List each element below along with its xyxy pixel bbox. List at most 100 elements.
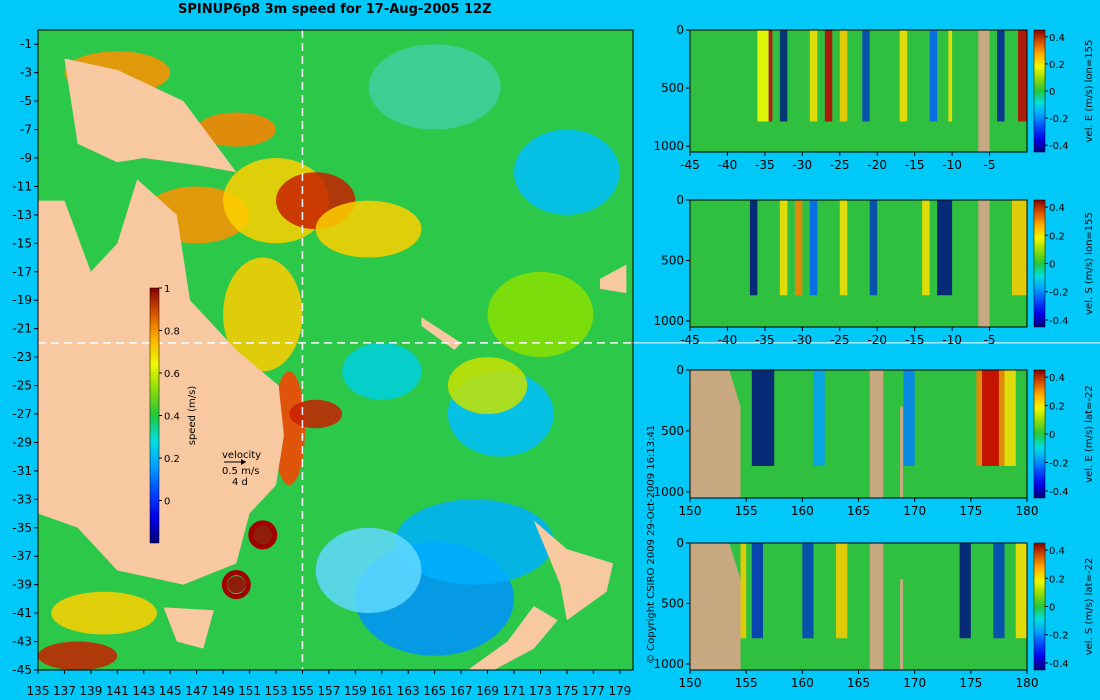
section-panel-2-streak xyxy=(922,200,930,296)
map-y-tick-label: -41 xyxy=(12,606,32,620)
map-y-tick-label: -45 xyxy=(12,663,32,677)
section-colorbar-tick-label: -0.2 xyxy=(1049,458,1069,469)
map-y-tick-label: -29 xyxy=(12,435,32,449)
map-x-tick-label: 169 xyxy=(476,684,499,698)
section-x-tick-label: -10 xyxy=(942,333,962,347)
section-x-tick-label: 155 xyxy=(735,676,758,690)
section-panel-3-streak xyxy=(982,370,999,466)
section-colorbar xyxy=(1033,29,1046,153)
section-panel-2-streak xyxy=(809,200,818,296)
section-panel-2-seafloor xyxy=(978,200,990,327)
section-y-tick-label: 500 xyxy=(661,253,684,267)
section-panel-4-streak xyxy=(751,543,764,639)
section-panel-4-seafloor-spike xyxy=(900,579,904,670)
section-colorbar-tick-label: 0.2 xyxy=(1049,402,1065,413)
map-x-tick-label: 145 xyxy=(159,684,182,698)
section-panel-2-streak xyxy=(1012,200,1027,296)
section-panel-1-streak xyxy=(997,30,1005,122)
map-frame xyxy=(37,29,634,671)
section-colorbar-tick-label: 0.4 xyxy=(1049,33,1065,44)
map-y-tick-label: -31 xyxy=(12,464,32,478)
section-y-tick-label: 500 xyxy=(661,81,684,95)
section-x-tick-label: -35 xyxy=(755,158,775,172)
section-panel-1-streak xyxy=(824,30,833,122)
speed-patch xyxy=(196,112,276,147)
map-y-tick-label: -23 xyxy=(12,350,32,364)
section-y-tick-label: 500 xyxy=(661,596,684,610)
section-x-tick-label: -35 xyxy=(755,333,775,347)
section-colorbar-tick-label: 0 xyxy=(1049,603,1055,614)
section-colorbar-tick-label: -0.4 xyxy=(1049,659,1069,670)
land-nz-south xyxy=(467,606,558,670)
section-y-tick-label: 0 xyxy=(676,536,684,550)
section-panel-1-streak xyxy=(839,30,848,122)
section-colorbar-tick-label: 0.2 xyxy=(1049,60,1065,71)
speed-patch xyxy=(315,527,422,614)
map-y-tick-label: -13 xyxy=(12,208,32,222)
section-panel-1-streak xyxy=(809,30,818,122)
speed-patch xyxy=(51,591,157,635)
map-x-tick-label: 153 xyxy=(265,684,288,698)
map-y-tick-label: -19 xyxy=(12,293,32,307)
map-x-tick-label: 137 xyxy=(53,684,76,698)
map-y-tick-label: -27 xyxy=(12,407,32,421)
land-tasmania xyxy=(163,607,214,649)
section-y-tick-label: 1000 xyxy=(653,657,684,671)
section-colorbar-tick-label: -0.2 xyxy=(1049,114,1069,125)
section-panel-1-streak xyxy=(948,30,953,122)
eddy-ring xyxy=(221,570,251,600)
section-y-tick-label: 1000 xyxy=(653,139,684,153)
section-x-tick-label: -5 xyxy=(984,158,996,172)
section-x-tick-label: 175 xyxy=(959,504,982,518)
map-x-tick-label: 171 xyxy=(503,684,526,698)
map-x-tick-label: 151 xyxy=(238,684,261,698)
copyright-notice: © Copyright CSIRO 2009 29-Oct-2009 16:13… xyxy=(646,424,657,664)
speed-patch xyxy=(315,200,422,258)
section-colorbar-tick-label: 0.4 xyxy=(1049,546,1065,557)
section-panel-4-streak xyxy=(959,543,971,639)
map-y-tick-label: -35 xyxy=(12,521,32,535)
map-y-tick-label: -5 xyxy=(20,94,32,108)
speed-patch xyxy=(395,499,554,585)
speed-patch xyxy=(514,129,620,215)
map-x-tick-label: 175 xyxy=(555,684,578,698)
section-colorbar-tick-label: -0.2 xyxy=(1049,631,1069,642)
section-panel-2-streak xyxy=(869,200,878,296)
section-x-tick-label: 165 xyxy=(847,504,870,518)
speed-patch xyxy=(368,44,501,130)
section-colorbar-tick-label: 0 xyxy=(1049,260,1055,271)
section-y-tick-label: 0 xyxy=(676,23,684,37)
velocity-key-label: velocity xyxy=(222,450,262,461)
section-x-tick-label: -25 xyxy=(830,158,850,172)
speed-patch xyxy=(227,576,246,594)
map-x-tick-label: 147 xyxy=(185,684,208,698)
section-x-tick-label: -30 xyxy=(793,158,813,172)
speed-colorbar-tick-label: 0.2 xyxy=(164,454,180,465)
section-x-tick-label: 150 xyxy=(679,676,702,690)
section-colorbar-label: vel. E (m/s) lon=155 xyxy=(1084,40,1095,143)
map-x-tick-label: 165 xyxy=(423,684,446,698)
section-y-tick-label: 1000 xyxy=(653,485,684,499)
section-panel-1-field xyxy=(690,30,1027,152)
map-x-tick-label: 173 xyxy=(529,684,552,698)
section-colorbar-tick-label: 0 xyxy=(1049,430,1055,441)
section-x-tick-label: -45 xyxy=(680,158,700,172)
speed-colorbar-tick-label: 0.8 xyxy=(164,327,180,338)
map-y-tick-label: -21 xyxy=(12,322,32,336)
section-colorbar xyxy=(1033,369,1046,499)
map-y-tick-label: -17 xyxy=(12,265,32,279)
map-x-tick-label: 163 xyxy=(397,684,420,698)
section-panel-2-streak xyxy=(794,200,803,296)
map-y-tick-label: -33 xyxy=(12,492,32,506)
map-y-tick-label: -9 xyxy=(20,151,32,165)
section-y-tick-label: 0 xyxy=(676,193,684,207)
section-x-tick-label: -40 xyxy=(718,333,738,347)
map-x-tick-label: 179 xyxy=(608,684,631,698)
map-x-tick-label: 135 xyxy=(27,684,50,698)
section-panel-3-streak xyxy=(813,370,825,466)
section-colorbar-tick-label: 0 xyxy=(1049,87,1055,98)
map-y-tick-label: -37 xyxy=(12,549,32,563)
section-colorbar-tick-label: -0.4 xyxy=(1049,316,1069,327)
map-x-tick-label: 159 xyxy=(344,684,367,698)
